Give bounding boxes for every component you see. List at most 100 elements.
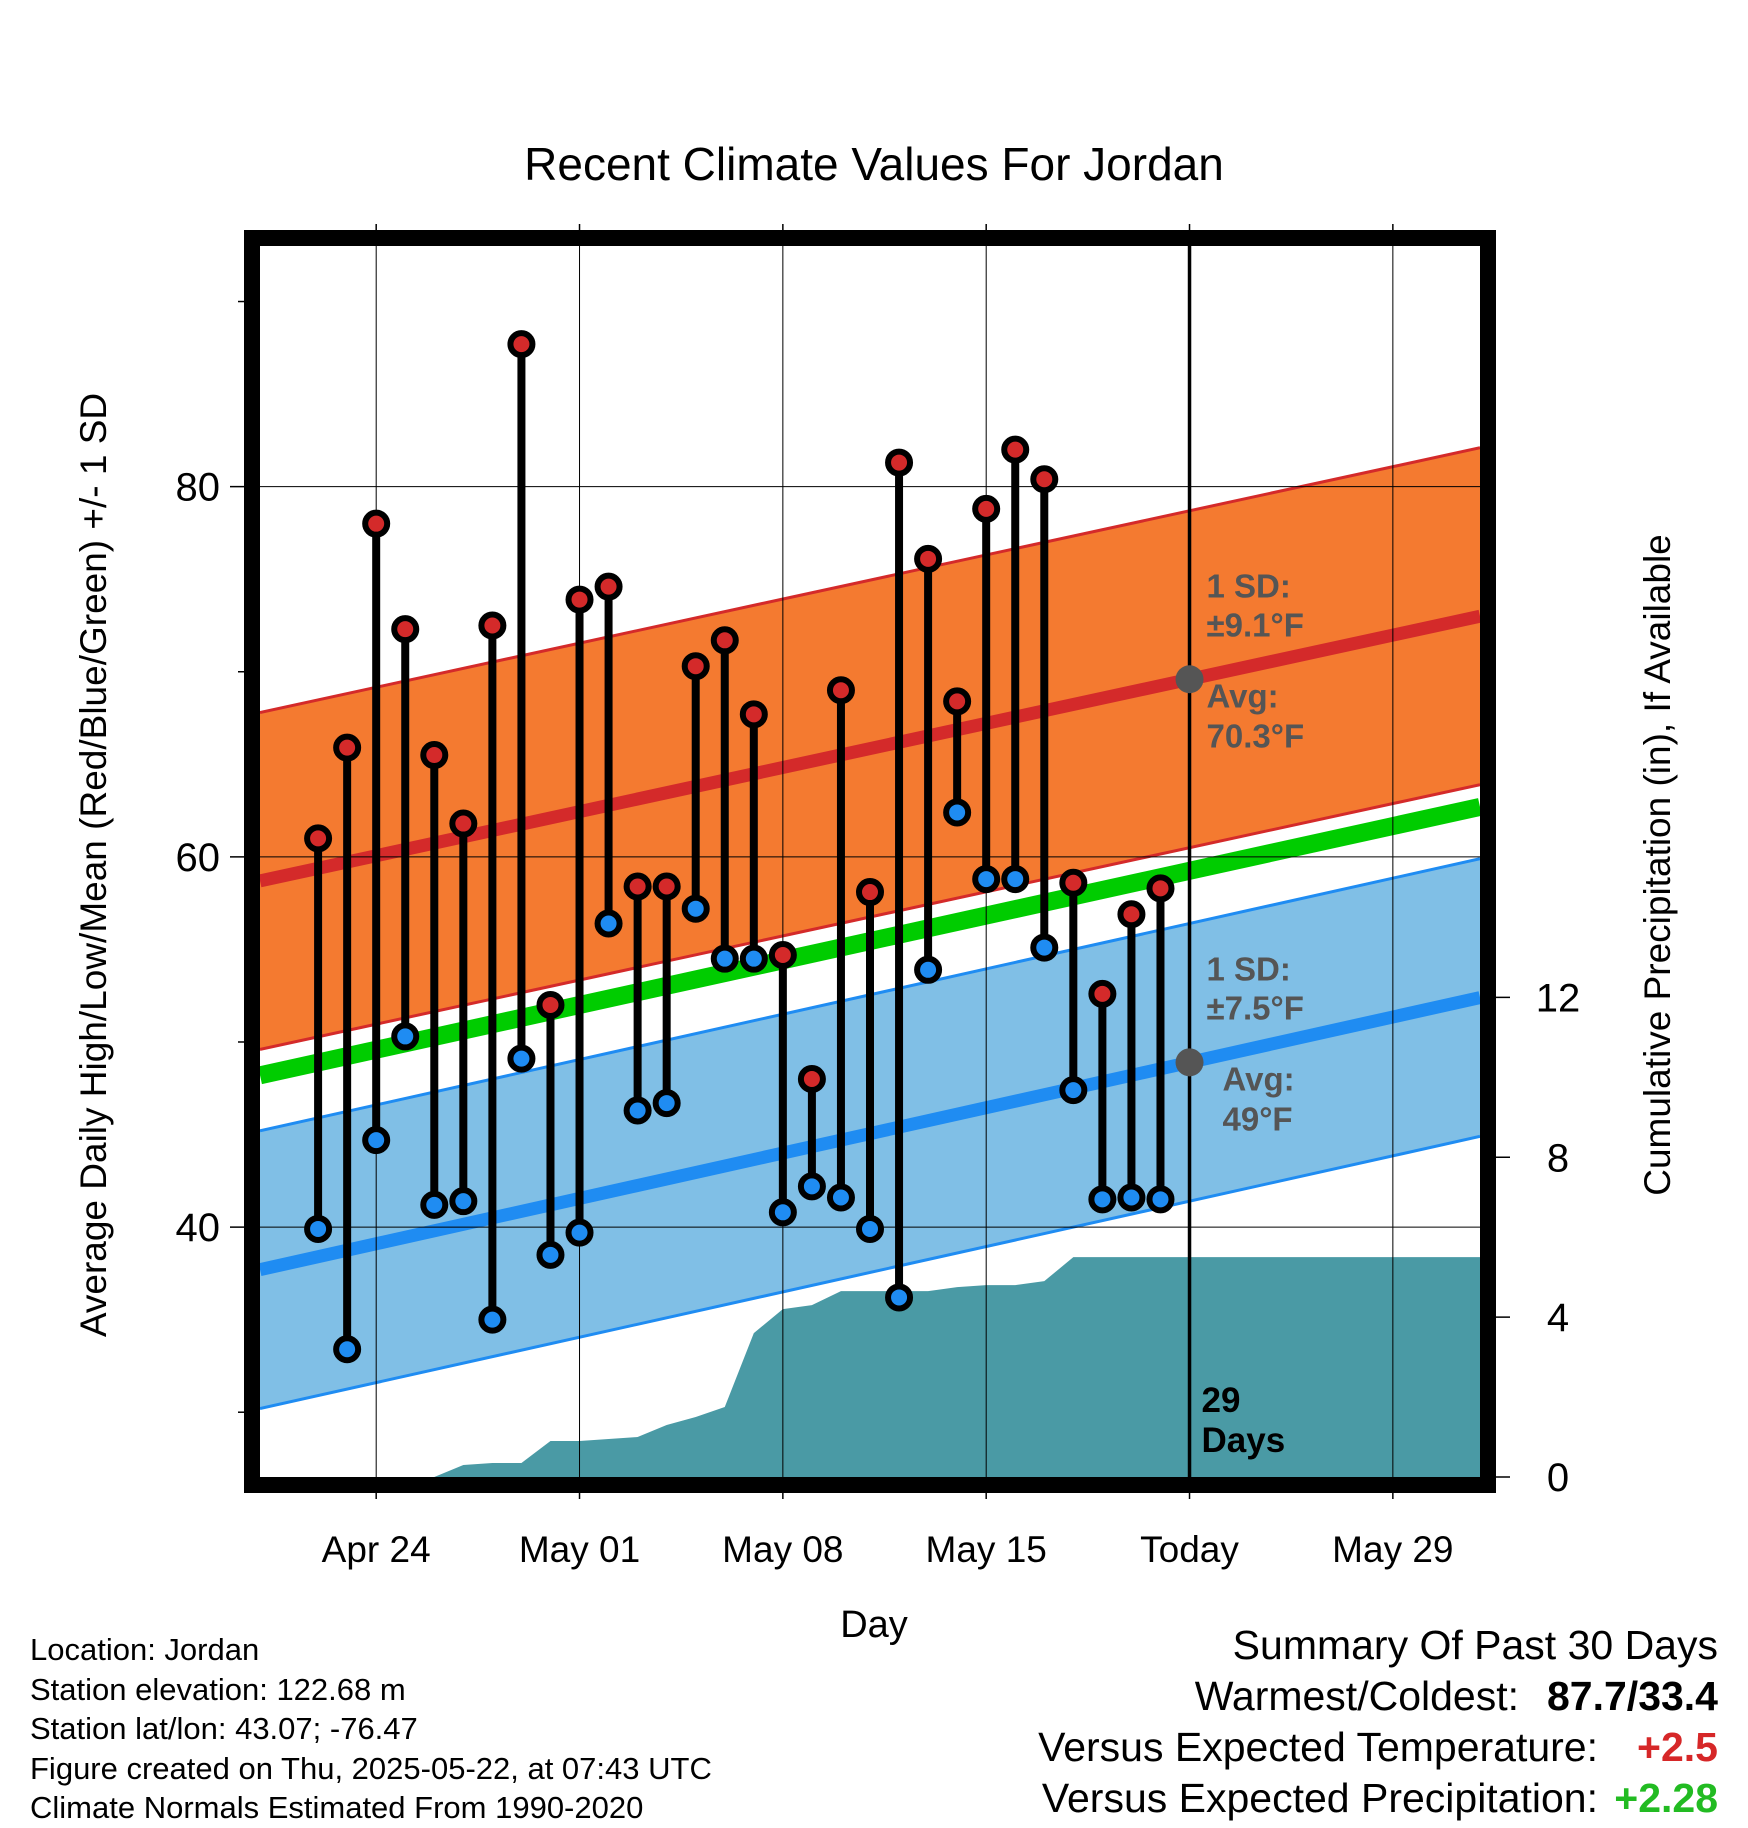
y-tick-label: 60	[176, 836, 221, 880]
daily-high-point	[972, 494, 1001, 523]
daily-high-point	[1001, 435, 1030, 464]
daily-low-point	[652, 1089, 681, 1118]
daily-high-point	[1030, 465, 1059, 494]
chart-title: Recent Climate Values For Jordan	[524, 138, 1224, 190]
daily-low-point	[1059, 1076, 1088, 1105]
y-tick-label: 80	[176, 466, 221, 510]
high-avg-label: Avg:	[1207, 677, 1279, 714]
precip-vs-expected-label: Versus Expected Precipitation:	[1041, 1775, 1598, 1821]
high-sd-band-upper-edge	[260, 446, 1480, 714]
daily-high-point	[623, 872, 652, 901]
daily-low-point	[478, 1305, 507, 1334]
daily-high-point	[1146, 874, 1175, 903]
daily-low-point	[943, 798, 972, 827]
daily-low-point	[420, 1190, 449, 1219]
daily-high-point	[304, 824, 333, 853]
daily-low-point	[681, 894, 710, 923]
daily-low-point	[362, 1126, 391, 1155]
daily-high-point	[565, 585, 594, 614]
plot-frame	[244, 230, 1496, 1493]
daily-low-point	[856, 1214, 884, 1243]
daily-high-point	[943, 687, 972, 716]
daily-high-point	[333, 733, 362, 762]
high-sd-label: 1 SD:	[1207, 567, 1291, 604]
normals-text: Climate Normals Estimated From 1990-2020	[30, 1790, 644, 1825]
daily-high-point	[536, 990, 565, 1019]
low-sd-value: ±7.5°F	[1207, 989, 1304, 1026]
daily-low-point	[391, 1022, 420, 1051]
daily-low-point	[885, 1283, 914, 1312]
daily-high-point	[797, 1065, 826, 1094]
elevation-text: Station elevation: 122.68 m	[30, 1671, 406, 1707]
daily-high-point	[391, 615, 420, 644]
daily-high-point	[856, 878, 884, 907]
daily-high-point	[507, 330, 536, 359]
high-sd-value: ±9.1°F	[1207, 606, 1304, 643]
daily-low-point	[914, 955, 943, 984]
low-avg-label: Avg:	[1223, 1060, 1295, 1097]
daily-low-point	[797, 1172, 826, 1201]
daily-low-point	[710, 944, 739, 973]
daily-low-point	[826, 1183, 855, 1212]
station-info: Location: Jordan Station elevation: 122.…	[30, 1630, 712, 1828]
daily-low-point	[1030, 933, 1059, 962]
warmest-coldest-label: Warmest/Coldest:	[1194, 1673, 1519, 1719]
daily-low-point	[594, 909, 623, 938]
daily-low-point	[623, 1096, 652, 1125]
today-avg-high-marker	[1175, 665, 1204, 694]
x-tick-label: Today	[1140, 1529, 1239, 1570]
daily-high-point	[1088, 979, 1117, 1008]
low-avg-value: 49°F	[1223, 1100, 1293, 1137]
today-avg-low-marker	[1175, 1048, 1204, 1077]
y2-tick-label: 12	[1536, 976, 1581, 1020]
daily-low-point	[1146, 1185, 1175, 1214]
y-axis-label: Average Daily High/Low/Mean (Red/Blue/Gr…	[73, 393, 114, 1337]
daily-low-point	[1088, 1185, 1117, 1214]
x-tick-label: May 15	[926, 1529, 1047, 1570]
daily-low-point	[449, 1187, 478, 1216]
y2-tick-label: 4	[1547, 1296, 1569, 1340]
location-text: Location: Jordan	[30, 1632, 260, 1667]
daily-high-point	[362, 509, 391, 538]
x-tick-label: May 08	[722, 1529, 843, 1570]
summary-panel: Summary Of Past 30 Days Warmest/Coldest:…	[1038, 1620, 1718, 1824]
daily-low-point	[739, 944, 768, 973]
low-sd-label: 1 SD:	[1207, 950, 1291, 987]
daily-high-point	[710, 626, 739, 655]
temp-vs-expected-label: Versus Expected Temperature:	[1038, 1724, 1598, 1770]
days-count-unit: Days	[1202, 1421, 1286, 1460]
daily-low-point	[972, 865, 1001, 894]
daily-low-point	[507, 1044, 536, 1073]
daily-low-point	[304, 1214, 333, 1243]
x-tick-label: Apr 24	[322, 1529, 431, 1570]
daily-high-point	[478, 611, 507, 640]
daily-low-point	[333, 1335, 362, 1364]
y-tick-label: 40	[176, 1206, 221, 1250]
daily-high-point	[449, 809, 478, 838]
daily-low-point	[1001, 865, 1030, 894]
y2-axis-label: Cumulative Precipitation (in), If Availa…	[1637, 534, 1678, 1196]
daily-high-point	[914, 544, 943, 573]
precip-vs-expected-row: Versus Expected Precipitation: +2.28	[1038, 1773, 1718, 1824]
daily-low-point	[768, 1198, 797, 1227]
daily-high-point	[826, 676, 855, 705]
x-tick-label: May 29	[1332, 1529, 1453, 1570]
daily-low-point	[565, 1218, 594, 1247]
y2-tick-label: 0	[1547, 1456, 1569, 1500]
daily-low-point	[536, 1240, 565, 1269]
high-avg-value: 70.3°F	[1207, 717, 1305, 754]
daily-high-point	[1059, 868, 1088, 897]
precip-vs-expected-value: +2.28	[1614, 1775, 1718, 1821]
x-axis-label: Day	[840, 1604, 908, 1646]
daily-high-point	[681, 652, 710, 681]
created-text: Figure created on Thu, 2025-05-22, at 07…	[30, 1750, 712, 1786]
plot-area	[260, 246, 1480, 1477]
daily-high-point	[420, 741, 449, 770]
temp-vs-expected-value: +2.5	[1637, 1724, 1718, 1770]
x-tick-label: May 01	[519, 1529, 640, 1570]
low-sd-band-lower-edge	[260, 1134, 1480, 1410]
daily-high-point	[1117, 900, 1146, 929]
latlon-text: Station lat/lon: 43.07; -76.47	[30, 1711, 418, 1746]
temp-vs-expected-row: Versus Expected Temperature: +2.5	[1038, 1722, 1718, 1773]
